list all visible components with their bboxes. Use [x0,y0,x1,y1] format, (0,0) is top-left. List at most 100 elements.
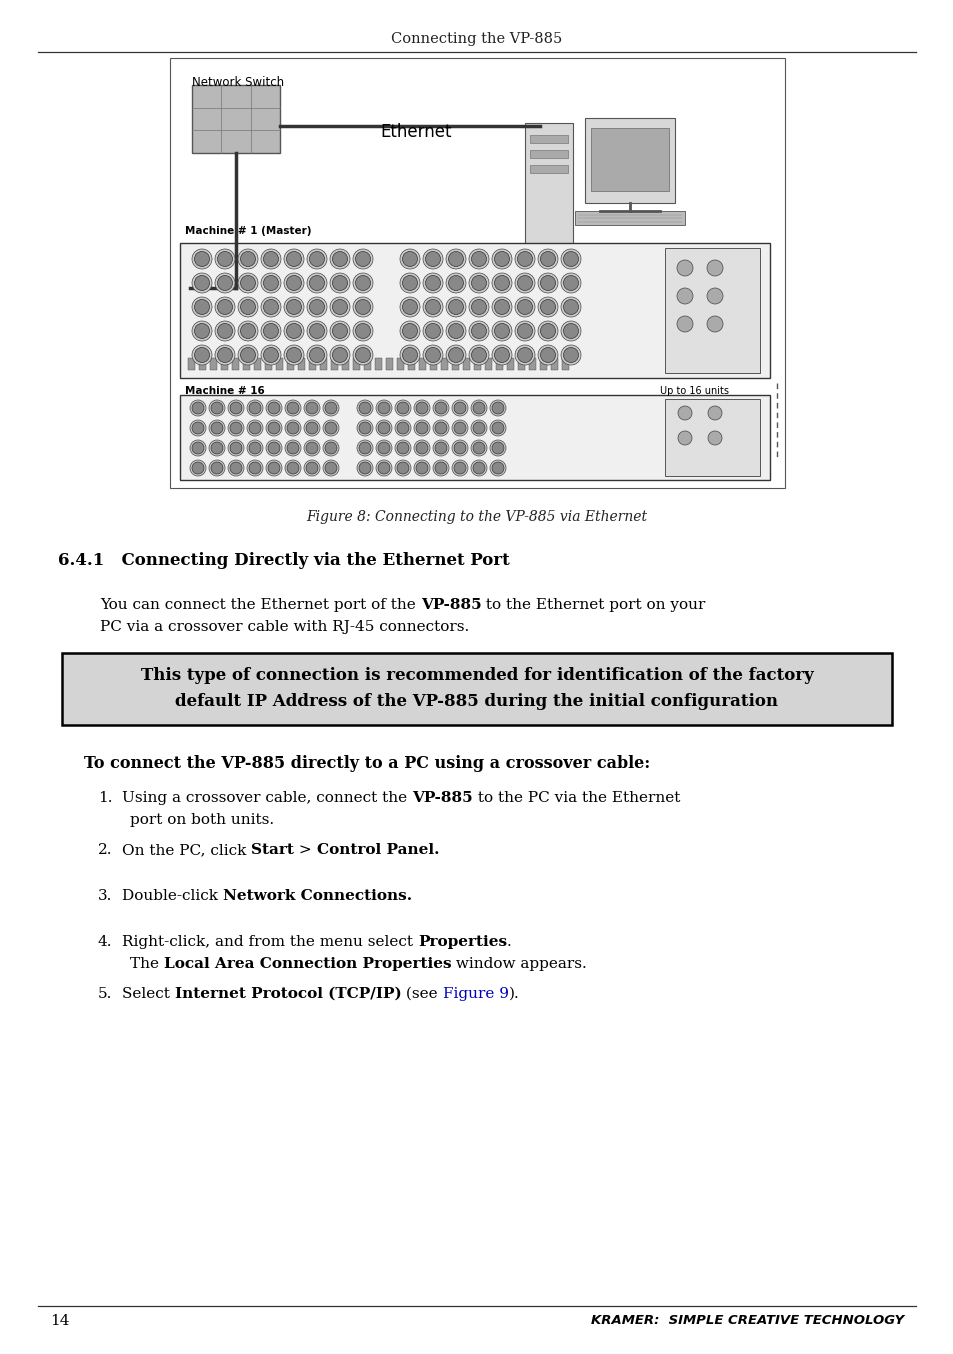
Circle shape [515,297,535,317]
Bar [561,357,568,370]
Circle shape [560,274,580,292]
Text: Start: Start [251,844,294,857]
Circle shape [358,422,371,435]
Circle shape [454,402,465,414]
Circle shape [333,275,347,291]
Text: Network Switch: Network Switch [192,76,284,89]
Text: to the PC via the Ethernet: to the PC via the Ethernet [472,791,679,806]
Circle shape [192,321,212,341]
Circle shape [396,402,409,414]
Circle shape [285,399,301,416]
Text: Figure 8: Connecting to the VP-885 via Ethernet: Figure 8: Connecting to the VP-885 via E… [306,510,647,524]
Bar [309,357,315,370]
Circle shape [307,249,327,269]
Circle shape [706,288,722,305]
Circle shape [473,402,484,414]
Circle shape [263,299,278,314]
Circle shape [435,462,447,474]
Circle shape [446,321,465,341]
Text: Control Panel.: Control Panel. [316,844,438,857]
Circle shape [375,460,392,477]
Circle shape [540,275,555,291]
Circle shape [217,299,233,314]
Circle shape [194,348,210,363]
Text: 2.: 2. [98,844,112,857]
Circle shape [563,299,578,314]
Circle shape [287,422,298,435]
Circle shape [425,324,440,338]
Circle shape [230,422,242,435]
Circle shape [560,345,580,366]
Circle shape [358,441,371,454]
Circle shape [471,348,486,363]
Bar [297,357,305,370]
Circle shape [425,252,440,267]
Text: On the PC, click: On the PC, click [122,844,251,857]
Circle shape [490,420,505,436]
Circle shape [452,440,468,456]
Circle shape [452,420,468,436]
Circle shape [377,422,390,435]
Circle shape [237,297,257,317]
Bar [590,129,668,191]
Circle shape [247,460,263,477]
Text: VP-885: VP-885 [412,791,472,806]
Circle shape [268,402,280,414]
Circle shape [237,345,257,366]
Circle shape [358,402,371,414]
Circle shape [399,249,419,269]
Circle shape [217,348,233,363]
Circle shape [240,348,255,363]
Circle shape [402,348,417,363]
Bar [232,357,239,370]
Circle shape [192,462,204,474]
Circle shape [416,422,428,435]
Text: Machine # 1 (Master): Machine # 1 (Master) [185,226,312,236]
Circle shape [494,299,509,314]
Circle shape [325,402,336,414]
Text: 6.4.1   Connecting Directly via the Ethernet Port: 6.4.1 Connecting Directly via the Ethern… [58,552,509,569]
Circle shape [416,441,428,454]
Circle shape [209,460,225,477]
Circle shape [469,297,489,317]
Circle shape [249,441,261,454]
Circle shape [492,462,503,474]
Bar [539,357,546,370]
Circle shape [446,249,465,269]
Circle shape [471,324,486,338]
Circle shape [249,462,261,474]
Circle shape [307,321,327,341]
Circle shape [433,440,449,456]
Text: to the Ethernet port on your: to the Ethernet port on your [480,598,705,612]
Text: Up to 16 units: Up to 16 units [659,386,728,395]
Circle shape [263,275,278,291]
Bar [375,357,381,370]
Text: Using a crossover cable, connect the: Using a crossover cable, connect the [122,791,412,806]
Circle shape [287,441,298,454]
Text: PC via a crossover cable with RJ-45 connectors.: PC via a crossover cable with RJ-45 conn… [100,620,469,634]
Circle shape [433,420,449,436]
Circle shape [304,440,319,456]
Circle shape [192,345,212,366]
Circle shape [192,274,212,292]
Bar [192,85,280,153]
Bar [462,357,470,370]
Circle shape [249,422,261,435]
Circle shape [323,399,338,416]
Circle shape [307,274,327,292]
Circle shape [452,399,468,416]
Bar [275,357,283,370]
Circle shape [396,462,409,474]
Circle shape [284,249,304,269]
Circle shape [396,422,409,435]
Circle shape [540,299,555,314]
Circle shape [240,299,255,314]
Bar [180,242,769,378]
Circle shape [286,348,301,363]
Circle shape [285,440,301,456]
Circle shape [240,252,255,267]
Circle shape [325,441,336,454]
Circle shape [471,275,486,291]
Circle shape [286,324,301,338]
Circle shape [454,462,465,474]
